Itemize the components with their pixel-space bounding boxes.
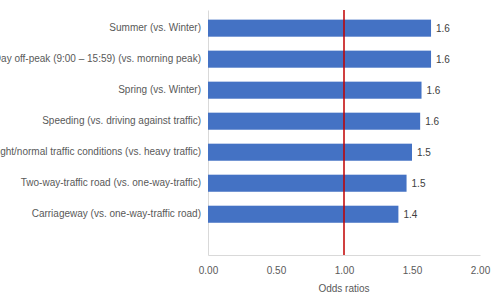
- data-label: 1.6: [427, 85, 441, 96]
- x-axis-line: [209, 255, 481, 256]
- x-tick: 0.00: [199, 255, 219, 276]
- x-tick: 2.00: [471, 255, 491, 276]
- y-tick: Two-way-traffic road (vs. one-way-traffi…: [21, 177, 208, 188]
- x-axis: 0.00 0.50 1.00 1.50 2.00: [199, 255, 491, 276]
- y-tick-label: Speeding (vs. driving against traffic): [42, 115, 201, 126]
- y-tick-label: Day off-peak (9:00 – 15:59) (vs. morning…: [0, 53, 201, 64]
- x-axis-title: Odds ratios: [318, 283, 369, 294]
- data-label: 1.6: [436, 23, 450, 34]
- x-tick-label: 2.00: [471, 265, 491, 276]
- y-tick-label: Carriageway (vs. one-way-traffic road): [32, 208, 201, 219]
- y-tick: Light/normal traffic conditions (vs. hea…: [0, 146, 208, 157]
- data-labels: 1.6 1.6 1.6 1.6 1.5 1.5 1.4: [403, 23, 450, 220]
- chart: 0.00 0.50 1.00 1.50 2.00 Summer (vs. Winter) D…: [0, 0, 500, 302]
- data-label: 1.4: [403, 209, 417, 220]
- x-tick: 1.00: [335, 255, 355, 276]
- y-tick-label: Two-way-traffic road (vs. one-way-traffi…: [21, 177, 201, 188]
- x-tick: 1.50: [403, 255, 423, 276]
- bar: [208, 113, 420, 130]
- y-tick-label: Spring (vs. Winter): [118, 84, 201, 95]
- y-tick-label: Summer (vs. Winter): [109, 22, 201, 33]
- bar: [208, 20, 431, 37]
- x-tick: 0.50: [267, 255, 287, 276]
- y-tick: Day off-peak (9:00 – 15:59) (vs. morning…: [0, 53, 208, 64]
- reference-line: [343, 10, 345, 255]
- data-label: 1.5: [417, 147, 431, 158]
- bar: [208, 82, 422, 99]
- x-tick-label: 0.50: [267, 265, 287, 276]
- bar: [208, 175, 407, 192]
- x-tick-label: 1.00: [335, 265, 355, 276]
- bars: [208, 20, 431, 223]
- y-tick: Speeding (vs. driving against traffic): [42, 115, 208, 126]
- data-label: 1.6: [436, 54, 450, 65]
- bar: [208, 144, 412, 161]
- data-label: 1.5: [412, 178, 426, 189]
- y-tick: Spring (vs. Winter): [118, 84, 208, 95]
- bar: [208, 206, 398, 223]
- x-tick-label: 1.50: [403, 265, 423, 276]
- x-tick-label: 0.00: [199, 265, 219, 276]
- y-tick: Summer (vs. Winter): [109, 22, 208, 33]
- data-label: 1.6: [425, 116, 439, 127]
- bar: [208, 51, 431, 68]
- y-tick-label: Light/normal traffic conditions (vs. hea…: [0, 146, 201, 157]
- y-tick: Carriageway (vs. one-way-traffic road): [32, 208, 208, 219]
- y-axis: Summer (vs. Winter) Day off-peak (9:00 – …: [0, 11, 209, 256]
